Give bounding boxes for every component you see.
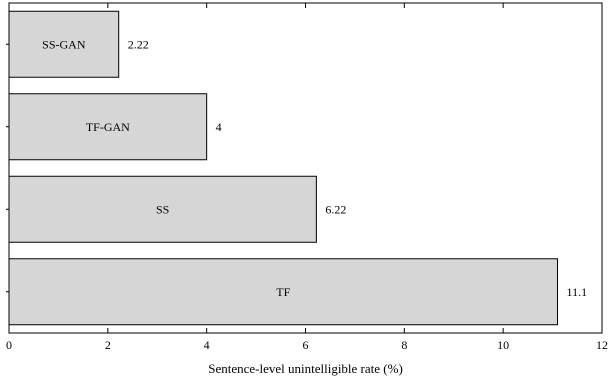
value-label-tf-gan: 4 <box>216 120 222 134</box>
bar-labels-group: SS-GAN TF-GAN SS TF <box>42 37 290 299</box>
x-tick-label: 4 <box>204 338 210 352</box>
bar-label-ss-gan: SS-GAN <box>42 37 86 51</box>
bar-label-tf-gan: TF-GAN <box>86 120 130 134</box>
x-tick-label: 6 <box>303 338 309 352</box>
bar-label-tf: TF <box>276 285 290 299</box>
value-label-ss: 6.22 <box>325 202 346 216</box>
bar-tf <box>8 258 559 326</box>
bar-ss <box>8 175 317 243</box>
bar-label-ss: SS <box>156 202 169 216</box>
bar-tf-gan <box>8 93 208 161</box>
bar-ss-gan <box>8 10 120 78</box>
x-tick-label: 12 <box>596 338 608 352</box>
value-labels-group: 2.22 4 6.22 11.1 <box>128 37 587 299</box>
x-ticks-group: 0 2 4 6 8 10 12 <box>6 3 608 352</box>
value-label-ss-gan: 2.22 <box>128 37 149 51</box>
value-label-tf: 11.1 <box>567 285 588 299</box>
x-axis-label: Sentence-level unintelligible rate (%) <box>208 361 403 376</box>
x-tick-label: 2 <box>105 338 111 352</box>
bars-group <box>8 10 559 326</box>
x-tick-label: 8 <box>401 338 407 352</box>
x-tick-label: 10 <box>497 338 509 352</box>
plot-frame <box>8 2 603 334</box>
x-tick-label: 0 <box>6 338 12 352</box>
